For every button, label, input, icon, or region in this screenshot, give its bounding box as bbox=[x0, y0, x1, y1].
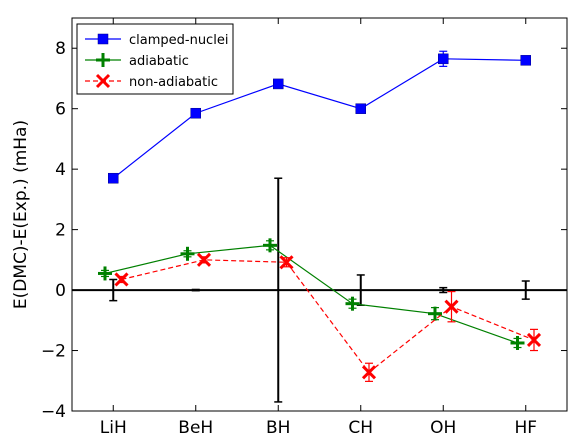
x-tick-label: HF bbox=[514, 418, 537, 438]
y-tick-label: 2 bbox=[55, 221, 66, 241]
data-point-x bbox=[279, 255, 294, 270]
legend-entry: non-adiabatic bbox=[85, 73, 218, 90]
data-point-square bbox=[108, 172, 119, 184]
x-tick-label: LiH bbox=[100, 418, 127, 438]
y-tick-label: 6 bbox=[55, 100, 66, 120]
legend-label: clamped-nuclei bbox=[129, 33, 228, 48]
legend-label: non-adiabatic bbox=[129, 75, 218, 90]
data-point-plus bbox=[180, 246, 195, 261]
data-point-square bbox=[355, 103, 366, 114]
data-point-plus bbox=[98, 266, 112, 281]
legend-entry: adiabatic bbox=[85, 53, 189, 69]
series-line bbox=[121, 259, 535, 374]
y-tick-label: −4 bbox=[41, 402, 66, 422]
data-point-plus bbox=[96, 53, 110, 67]
data-point-plus bbox=[345, 296, 360, 311]
series-non-adiabatic bbox=[114, 252, 542, 382]
data-point-x bbox=[444, 299, 459, 314]
data-point-x bbox=[196, 252, 212, 267]
data-point-plus bbox=[263, 238, 277, 253]
y-tick-label: −2 bbox=[41, 342, 66, 362]
x-tick-label: CH bbox=[348, 418, 373, 438]
data-point-x bbox=[114, 272, 129, 287]
plot-area bbox=[72, 50, 567, 403]
x-tick-label: BeH bbox=[178, 418, 213, 438]
data-point-x bbox=[526, 332, 542, 348]
data-point-x bbox=[361, 365, 377, 380]
data-point-plus bbox=[428, 306, 442, 321]
data-point-square bbox=[273, 78, 284, 90]
series-line bbox=[112, 58, 526, 179]
y-tick-label: 8 bbox=[55, 39, 66, 59]
data-point-plus bbox=[510, 335, 525, 350]
y-tick-label: 4 bbox=[55, 160, 66, 180]
series-adiabatic bbox=[98, 238, 525, 350]
ticks: −4 −2 0 2 4 6 8 LiH BeH BH CH OH HF bbox=[41, 18, 567, 438]
x-tick-label: BH bbox=[266, 418, 290, 438]
legend: clamped-nuclei adiabatic non-adiabatic bbox=[76, 23, 234, 95]
x-tick-label: OH bbox=[430, 418, 456, 438]
data-point-square bbox=[190, 107, 201, 119]
data-point-x bbox=[95, 73, 111, 89]
legend-entry: clamped-nuclei bbox=[85, 33, 228, 48]
plot-frame bbox=[71, 17, 568, 412]
y-axis-label: E(DMC)-E(Exp.) (mHa) bbox=[11, 120, 31, 309]
data-point-square bbox=[438, 53, 449, 65]
series-clamped-nuclei bbox=[108, 50, 531, 184]
y-tick-label: 0 bbox=[55, 281, 66, 301]
data-point-square bbox=[520, 55, 531, 66]
data-point-square bbox=[97, 33, 109, 45]
series-line bbox=[104, 244, 518, 344]
legend-label: adiabatic bbox=[129, 54, 189, 69]
